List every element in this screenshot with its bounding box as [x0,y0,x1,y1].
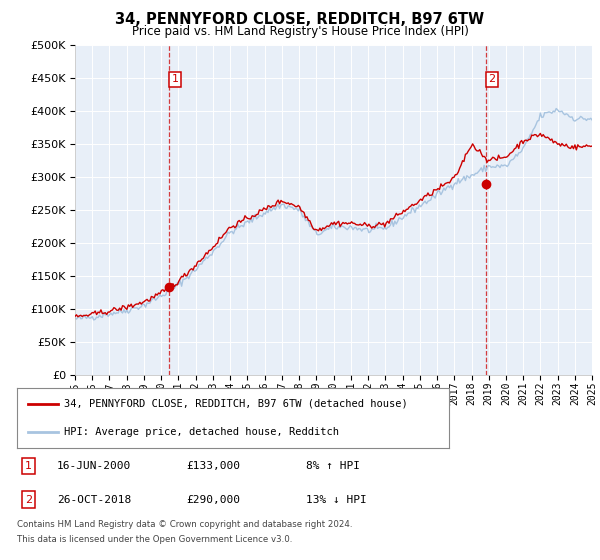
Text: 2: 2 [488,74,496,85]
Text: 1: 1 [25,461,32,471]
Text: 34, PENNYFORD CLOSE, REDDITCH, B97 6TW (detached house): 34, PENNYFORD CLOSE, REDDITCH, B97 6TW (… [64,399,408,409]
Text: 2: 2 [25,494,32,505]
Text: 1: 1 [172,74,179,85]
Text: £290,000: £290,000 [186,494,240,505]
Text: HPI: Average price, detached house, Redditch: HPI: Average price, detached house, Redd… [64,427,340,437]
Text: Price paid vs. HM Land Registry's House Price Index (HPI): Price paid vs. HM Land Registry's House … [131,25,469,38]
Text: 8% ↑ HPI: 8% ↑ HPI [306,461,360,471]
Text: 16-JUN-2000: 16-JUN-2000 [57,461,131,471]
Text: Contains HM Land Registry data © Crown copyright and database right 2024.: Contains HM Land Registry data © Crown c… [17,520,352,529]
Text: 26-OCT-2018: 26-OCT-2018 [57,494,131,505]
Text: 13% ↓ HPI: 13% ↓ HPI [306,494,367,505]
Text: This data is licensed under the Open Government Licence v3.0.: This data is licensed under the Open Gov… [17,535,292,544]
Text: 34, PENNYFORD CLOSE, REDDITCH, B97 6TW: 34, PENNYFORD CLOSE, REDDITCH, B97 6TW [115,12,485,27]
Text: £133,000: £133,000 [186,461,240,471]
